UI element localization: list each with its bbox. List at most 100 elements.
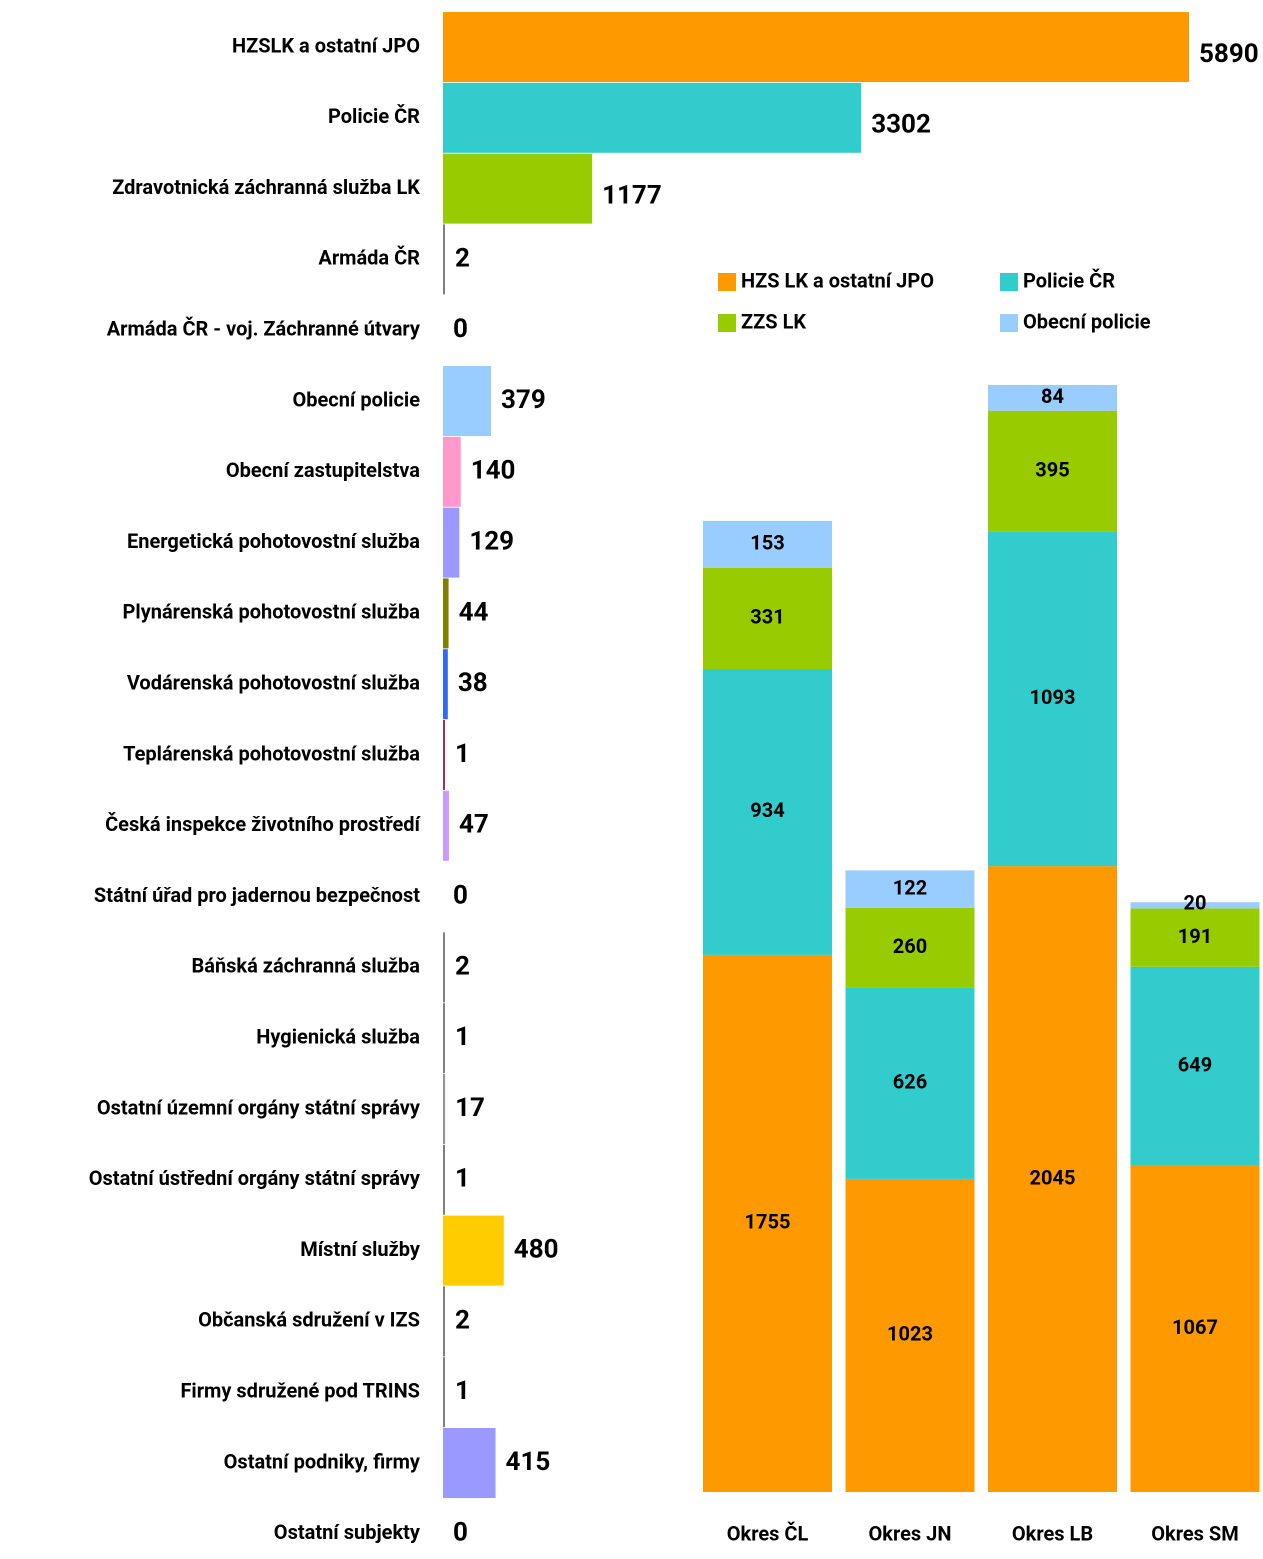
bar [443,790,449,861]
y-tick-label: Místní služby [300,1237,421,1261]
data-label: 480 [514,1234,559,1264]
data-label: 626 [893,1069,927,1093]
bar [443,82,862,153]
data-label: 191 [1178,924,1212,948]
data-label: 1067 [1172,1315,1218,1339]
legend-swatch [718,314,736,332]
data-label: 331 [750,605,784,629]
y-tick-label: Česká inspekce životního prostředí [105,812,421,836]
bar [443,366,492,436]
data-label: 1093 [1030,685,1076,709]
bar-segment [845,870,975,908]
bar [443,153,593,224]
data-label: 122 [893,875,927,899]
x-tick-label: Okres SM [1151,1521,1238,1545]
y-tick-label: Hygienická služba [256,1024,420,1048]
bar [443,1074,446,1144]
data-label: 38 [458,668,488,698]
bar [443,436,461,507]
data-label: 3302 [871,110,931,140]
y-tick-label: Obecní zastupitelstva [226,458,420,482]
bar-segment [1130,908,1260,967]
bar-segment [1130,966,1260,1166]
bar [443,720,445,790]
bar-segment [703,520,832,568]
bar [443,1286,445,1357]
bar-segment [703,669,832,955]
data-label: 379 [501,385,546,415]
x-tick-label: Okres ČL [727,1521,809,1545]
bar-segment [845,1178,975,1492]
y-tick-label: Občanská sdružení v IZS [198,1308,420,1332]
data-label: 1 [455,1164,470,1194]
y-tick-label: Ostatní podniky, firmy [224,1449,421,1473]
data-label: 649 [1178,1052,1212,1076]
bar [443,1144,445,1215]
y-tick-label: HZSLK a ostatní JPO [232,33,420,57]
y-tick-label: Energetická pohotovostní služba [127,529,420,553]
data-label: 0 [453,880,468,910]
data-label: 1 [455,1376,470,1406]
x-tick-label: Okres LB [1012,1521,1093,1545]
bar-segment [988,410,1117,532]
data-label: 153 [750,531,784,555]
y-tick-label: Teplárenská pohotovostní služba [123,741,420,765]
data-label: 0 [453,1518,468,1548]
legend-label: Obecní policie [1023,309,1151,333]
data-label: 20 [1184,891,1207,915]
legend-label: ZZS LK [741,309,806,333]
bar-segment [1130,902,1260,909]
data-label: 1755 [745,1210,791,1234]
data-label: 2 [455,243,470,273]
y-tick-label: Firmy sdružené pod TRINS [180,1378,420,1402]
bar-segment [1130,1165,1260,1492]
bar [443,1003,445,1074]
bar-segment [988,385,1117,411]
data-label: 934 [750,798,784,822]
y-tick-label: Armáda ČR [318,246,420,270]
y-tick-label: Vodárenská pohotovostní služba [127,670,420,694]
data-label: 1 [455,739,470,769]
y-tick-label: Ostatní ústřední orgány státní správy [89,1166,421,1190]
data-label: 1177 [602,180,662,210]
y-tick-label: Ostatní subjekty [274,1520,421,1544]
y-tick-label: Báňská záchranná služba [191,954,420,978]
bar [443,1215,504,1286]
data-label: 84 [1041,384,1064,408]
bar [443,1428,496,1498]
legend-swatch [718,273,736,291]
legend-label: Policie ČR [1023,268,1115,292]
bar-segment [703,954,832,1492]
bar-segment [845,987,975,1179]
y-tick-label: Armáda ČR - voj. Záchranné útvary [107,316,421,340]
data-label: 47 [459,810,489,840]
y-tick-label: Zdravotnická záchranná služba LK [112,175,420,199]
data-label: 44 [459,597,489,627]
legend-swatch [1000,314,1018,332]
bar [443,1357,445,1428]
y-tick-label: Policie ČR [328,104,420,128]
legend-label: HZS LK a ostatní JPO [741,268,934,292]
bar [443,932,445,1003]
data-label: 140 [471,456,516,486]
data-label: 129 [469,526,514,556]
bar-segment [703,567,832,670]
bar-segment [988,866,1117,1492]
bar [443,649,448,720]
bar-segment [845,907,975,988]
y-tick-label: Plynárenská pohotovostní služba [123,600,421,624]
data-label: 260 [893,934,927,958]
y-tick-label: Státní úřad pro jadernou bezpečnost [94,883,420,907]
data-label: 1023 [887,1322,933,1346]
data-label: 2045 [1030,1165,1076,1189]
data-label: 2 [455,1305,470,1335]
data-label: 17 [455,1093,485,1123]
data-label: 1 [455,1022,470,1052]
x-tick-label: Okres JN [869,1521,952,1545]
data-label: 2 [455,951,470,981]
data-label: 0 [453,314,468,344]
legend-swatch [1000,273,1018,291]
y-tick-label: Obecní policie [292,387,420,411]
data-label: 415 [506,1447,551,1477]
